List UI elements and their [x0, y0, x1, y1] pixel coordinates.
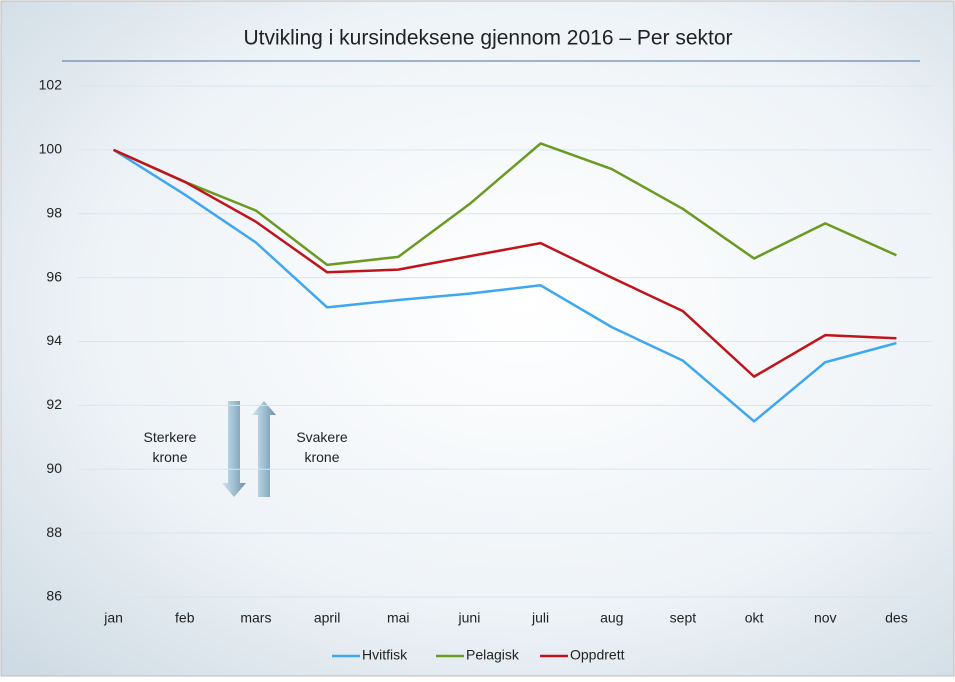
- x-tick-label: juni: [458, 610, 481, 626]
- y-tick-label: 88: [46, 524, 62, 540]
- annotation-line: Svakere: [296, 429, 348, 445]
- x-tick-label: april: [314, 610, 340, 626]
- series-line: [113, 148, 897, 378]
- y-tick-label: 100: [39, 141, 63, 157]
- legend-label: Oppdrett: [570, 647, 625, 663]
- x-tick-label: mars: [240, 610, 271, 626]
- y-tick-label: 96: [46, 268, 62, 284]
- y-tick-label: 94: [46, 332, 62, 348]
- annotation: Sterkere krone: [144, 429, 197, 465]
- y-tick-label: 102: [39, 77, 63, 93]
- x-tick-label: juli: [531, 610, 549, 626]
- arrow-up: [252, 401, 276, 497]
- x-tick-label: mai: [387, 610, 410, 626]
- y-tick-label: 90: [46, 460, 62, 476]
- legend-label: Pelagisk: [466, 647, 520, 663]
- arrow-down: [222, 401, 246, 497]
- legend-label: Hvitfisk: [362, 647, 408, 663]
- series-line: [113, 142, 897, 267]
- y-tick-label: 92: [46, 396, 62, 412]
- series-line: [112, 148, 897, 423]
- x-tick-label: des: [885, 610, 908, 626]
- x-tick-label: jan: [103, 610, 123, 626]
- x-tick-label: sept: [670, 610, 697, 626]
- annotation: Svakere krone: [296, 429, 348, 465]
- y-tick-label: 86: [46, 588, 62, 604]
- annotation-line: krone: [304, 449, 339, 465]
- annotation-line: krone: [152, 449, 187, 465]
- y-tick-label: 98: [46, 204, 62, 220]
- x-tick-label: feb: [175, 610, 195, 626]
- x-tick-label: okt: [745, 610, 764, 626]
- chart-title: Utvikling i kursindeksene gjennom 2016 –…: [243, 27, 732, 50]
- x-tick-label: aug: [600, 610, 623, 626]
- annotation-line: Sterkere: [144, 429, 197, 445]
- x-tick-label: nov: [814, 610, 837, 626]
